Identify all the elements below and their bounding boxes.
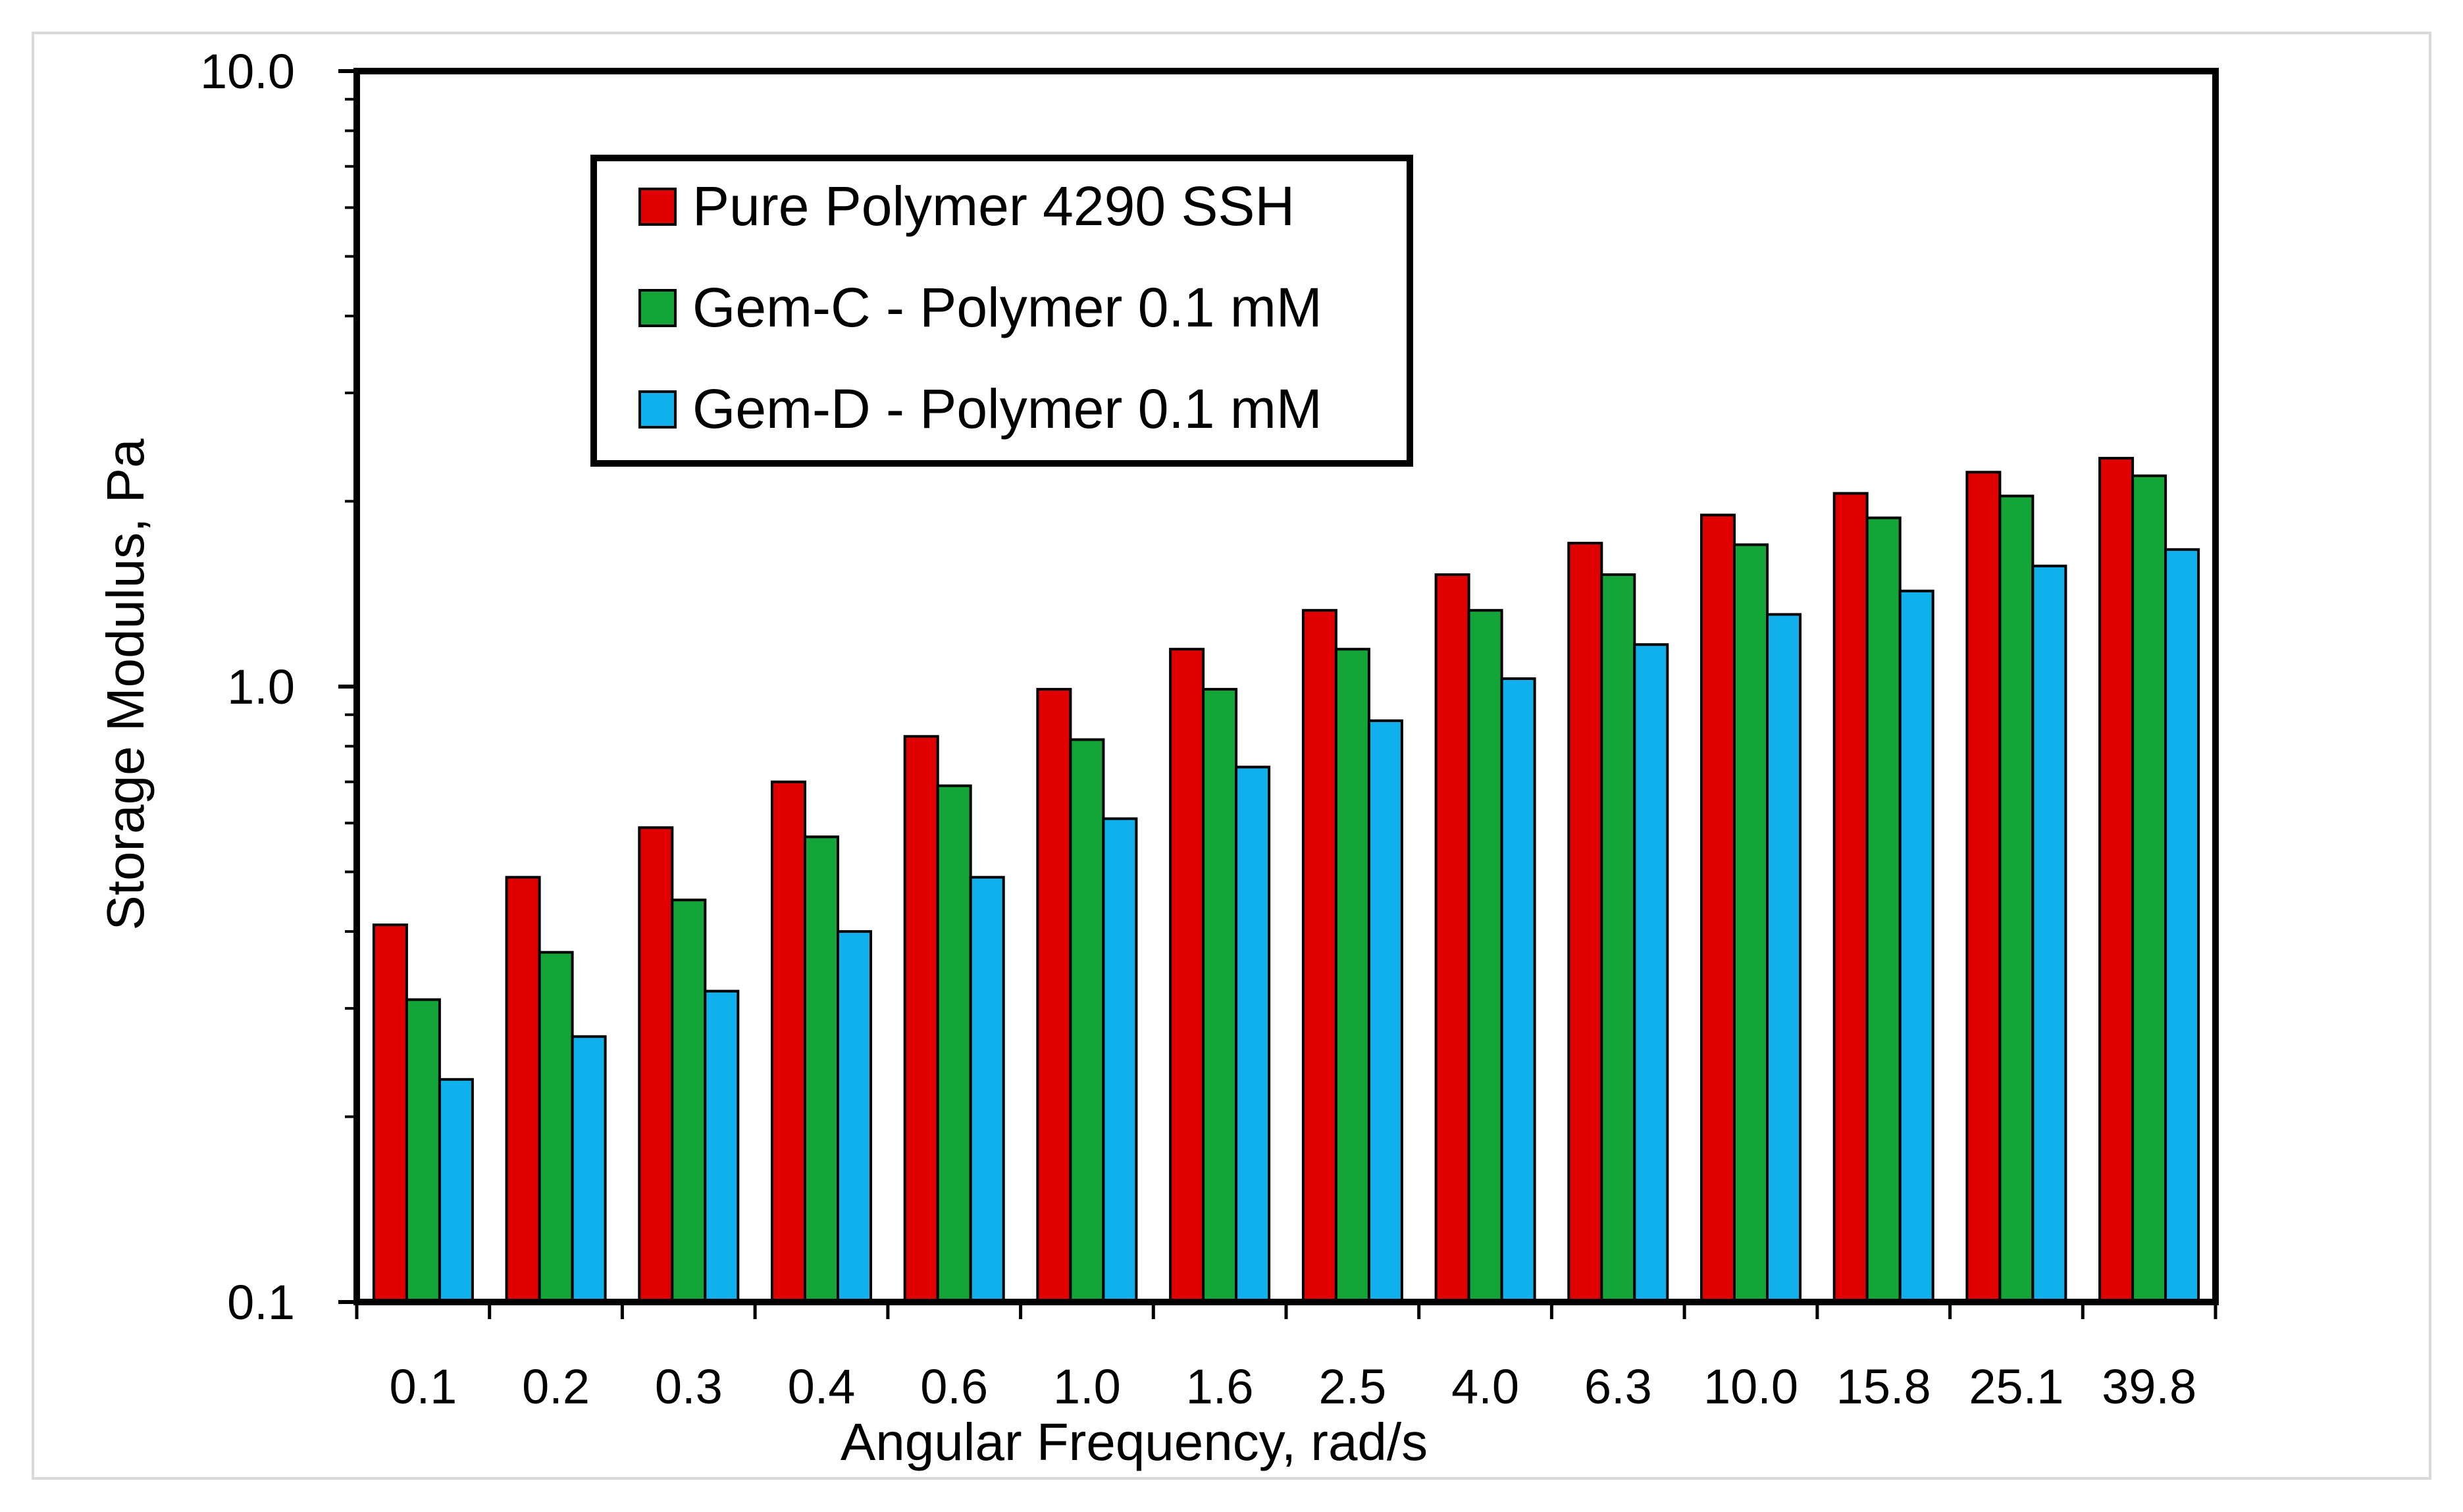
bar-s1-4.0 [1434, 573, 1470, 1303]
bar-s3-1.6 [1235, 766, 1271, 1304]
bar-s3-0.1 [438, 1078, 474, 1304]
x-tick-label-6.3: 6.3 [1584, 1359, 1652, 1414]
y-tick-labels: 10.0 1.0 0.1 [200, 44, 295, 1330]
bar-s2-1.0 [1069, 738, 1105, 1303]
legend-box [590, 155, 1413, 467]
bar-s3-2.5 [1367, 719, 1403, 1303]
bar-s3-1.0 [1102, 817, 1138, 1303]
bar-s1-2.5 [1301, 609, 1337, 1304]
bar-s2-2.5 [1334, 648, 1370, 1303]
bar-s2-6.3 [1600, 573, 1636, 1303]
bar-s1-1.6 [1169, 648, 1205, 1303]
bar-s3-4.0 [1500, 677, 1536, 1303]
bar-s2-0.3 [671, 899, 707, 1303]
x-tick-label-2.5: 2.5 [1318, 1359, 1386, 1414]
x-tick-label-0.4: 0.4 [788, 1359, 856, 1414]
bar-s3-15.8 [1898, 589, 1934, 1303]
bar-s1-0.4 [771, 780, 806, 1304]
bar-s2-0.1 [405, 998, 441, 1303]
bar-s1-0.6 [903, 735, 939, 1303]
x-tick-label-0.3: 0.3 [655, 1359, 723, 1414]
bar-s2-0.2 [538, 951, 574, 1303]
y-tick-label-0.1: 0.1 [227, 1275, 295, 1330]
legend-items: Pure Polymer 4290 SSH Gem-C - Polymer 0.1… [638, 175, 1322, 440]
bar-s2-10.0 [1733, 543, 1769, 1303]
bar-s3-0.4 [837, 930, 872, 1303]
y-axis-title: Storage Modulus, Pa [96, 438, 155, 931]
bar-s1-10.0 [1700, 513, 1736, 1303]
bar-s1-39.8 [2098, 457, 2135, 1303]
bar-s3-25.1 [2031, 564, 2067, 1303]
bar-s1-1.0 [1036, 688, 1072, 1303]
legend-swatch-3 [638, 390, 677, 429]
x-tick-label-10.0: 10.0 [1703, 1359, 1798, 1414]
y-tick-label-10.0: 10.0 [200, 44, 295, 99]
legend-label-2: Gem-C - Polymer 0.1 mM [692, 276, 1322, 338]
bar-s3-0.6 [969, 875, 1005, 1303]
bar-s1-0.1 [372, 924, 408, 1303]
x-tick-label-4.0: 4.0 [1451, 1359, 1519, 1414]
x-tick-label-1.6: 1.6 [1186, 1359, 1254, 1414]
legend-swatch-2 [638, 289, 677, 327]
bar-s2-15.8 [1865, 516, 1902, 1304]
x-tick-label-0.2: 0.2 [522, 1359, 590, 1414]
bar-s2-39.8 [2131, 474, 2167, 1303]
bar-s2-0.6 [936, 784, 972, 1303]
x-tick-label-0.1: 0.1 [389, 1359, 457, 1414]
bar-s3-39.8 [2164, 548, 2200, 1303]
bar-s3-0.3 [704, 989, 740, 1303]
bar-s1-0.2 [505, 875, 541, 1303]
bar-s2-1.6 [1202, 688, 1238, 1303]
axes-layer [338, 68, 2219, 1319]
x-tick-label-25.1: 25.1 [1969, 1359, 2063, 1414]
y-tick-label-1.0: 1.0 [227, 660, 295, 714]
bar-s3-0.2 [571, 1035, 607, 1303]
legend: Pure Polymer 4290 SSH Gem-C - Polymer 0.1… [590, 155, 1413, 467]
bar-s2-4.0 [1467, 609, 1503, 1304]
bar-s1-6.3 [1567, 542, 1603, 1303]
bar-s2-0.4 [804, 835, 839, 1304]
bar-s3-10.0 [1766, 613, 1802, 1303]
bar-s1-0.3 [638, 826, 674, 1304]
legend-label-1: Pure Polymer 4290 SSH [692, 175, 1295, 237]
x-tick-label-1.0: 1.0 [1053, 1359, 1121, 1414]
bar-s1-15.8 [1832, 492, 1869, 1303]
x-axis-title: Angular Frequency, rad/s [841, 1413, 1428, 1471]
bar-s2-25.1 [1998, 494, 2035, 1303]
bar-s1-25.1 [1965, 471, 2002, 1303]
x-tick-label-15.8: 15.8 [1836, 1359, 1931, 1414]
legend-swatch-1 [638, 188, 677, 226]
x-tick-label-39.8: 39.8 [2102, 1359, 2196, 1414]
x-tick-labels: 0.1 0.2 0.3 0.4 0.6 1.0 1.6 2.5 4.0 6.3 10.0 15.8 25… [389, 1359, 2196, 1414]
bars-layer [372, 457, 2200, 1304]
x-tick-label-0.6: 0.6 [920, 1359, 988, 1414]
legend-label-3: Gem-D - Polymer 0.1 mM [692, 378, 1322, 440]
bar-s3-6.3 [1633, 643, 1669, 1303]
